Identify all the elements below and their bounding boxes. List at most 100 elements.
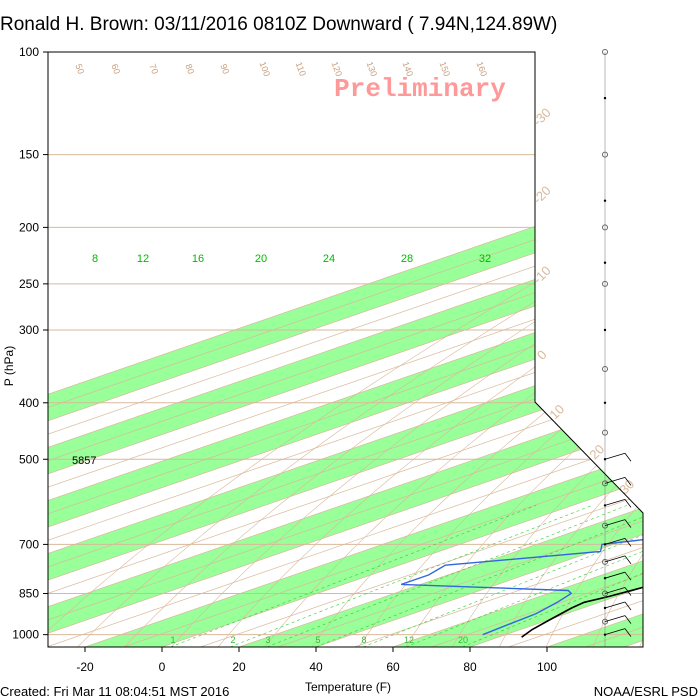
x-tick-label: 100 — [537, 660, 557, 674]
isotherm-line — [48, 52, 643, 647]
x-axis-label: Temperature (F) — [305, 680, 392, 694]
dewpoint-trace — [400, 52, 643, 636]
x-tick-label: 60 — [386, 660, 400, 674]
mixing-ratio-line — [229, 505, 593, 647]
mixing-label: 32 — [479, 253, 491, 265]
isotherm-line — [238, 52, 643, 647]
mixing-ratio-line — [405, 505, 643, 647]
lower-mixing-label: 2 — [230, 635, 235, 645]
temperature-band — [85, 52, 643, 647]
wind-point — [603, 199, 607, 202]
calm-wind-marker — [602, 429, 608, 436]
wind-barb-flag — [624, 601, 632, 611]
isotherm-line — [354, 52, 643, 647]
y-tick-label: 200 — [19, 220, 39, 234]
dry-adiabat-line — [639, 52, 643, 647]
mixing-ratio-line — [315, 505, 643, 647]
wind-barb-flag — [624, 628, 632, 637]
isotherm-line — [277, 52, 643, 647]
calm-wind-marker — [602, 618, 608, 625]
isotherm-label: 100 — [258, 60, 273, 78]
isotherm-label: 60 — [109, 63, 122, 76]
temperature-band — [48, 52, 643, 647]
mixing-ratio-line — [462, 505, 643, 647]
wind-barb — [604, 587, 626, 594]
isotherm-line — [48, 52, 643, 647]
isotherm-line — [123, 52, 643, 647]
y-axis-label: P (hPa) — [2, 346, 16, 386]
dry-adiabat-line — [545, 52, 643, 647]
mixing-label: 8 — [92, 253, 98, 265]
isotherm-line — [48, 52, 643, 647]
y-tick-label: 500 — [19, 452, 39, 466]
wind-barb — [604, 571, 626, 579]
calm-wind-marker — [602, 522, 608, 529]
dry-adiabat-line — [311, 52, 643, 647]
wind-barb-flag — [624, 555, 632, 565]
chart-title: Ronald H. Brown: 03/11/2016 0810Z Downwa… — [0, 14, 558, 35]
isotherm-line — [48, 52, 643, 647]
y-tick-label: 150 — [19, 148, 39, 162]
isotherm-line — [48, 52, 643, 647]
wind-barb — [604, 615, 626, 623]
wind-point — [603, 261, 607, 264]
mixing-label: 12 — [137, 253, 149, 265]
y-tick-label: 700 — [19, 537, 39, 551]
plot-frame — [47, 51, 644, 648]
calm-wind-marker — [602, 558, 608, 565]
dry-adiabat-line — [592, 52, 643, 647]
wind-barbs — [602, 49, 632, 647]
isotherm-line — [48, 52, 643, 647]
lower-mixing-label: 8 — [361, 635, 366, 645]
y-tick-label: 250 — [19, 277, 39, 291]
wind-barb — [604, 555, 626, 563]
adiabat-label: -20 — [530, 183, 554, 207]
dry-adiabat-line — [48, 52, 643, 647]
wind-barb-flag — [624, 477, 632, 486]
isotherm-line — [161, 52, 643, 647]
isotherm-line — [48, 52, 643, 647]
wind-barb — [604, 452, 626, 460]
dry-adiabat-line — [452, 52, 643, 647]
adiabat-label: 0 — [534, 347, 550, 363]
isotherm-label: 140 — [401, 60, 416, 78]
watermark-text: Preliminary — [334, 74, 506, 104]
wind-barb — [604, 601, 626, 609]
isotherm-line — [48, 52, 643, 647]
dry-adiabat-line — [687, 52, 700, 647]
height-annotation: 5857 — [72, 455, 96, 467]
lower-mixing-label: 20 — [458, 635, 468, 645]
adiabat-label: 10 — [546, 401, 567, 422]
lower-mixing-label: 12 — [404, 635, 414, 645]
isotherm-line — [48, 52, 643, 647]
dry-adiabat-line — [498, 52, 643, 647]
mixing-ratio-lines — [170, 505, 643, 647]
x-tick-label: 80 — [463, 660, 477, 674]
dry-adiabat-line — [405, 52, 643, 647]
x-tick-label: 0 — [159, 660, 166, 674]
isotherm-line — [48, 52, 643, 647]
isotherm-label: 130 — [365, 60, 380, 78]
wind-barb — [604, 519, 626, 527]
calm-wind-marker — [602, 590, 608, 597]
wind-barb-flag — [624, 519, 632, 528]
y-tick-label: 1000 — [12, 628, 39, 642]
y-tick-label: 850 — [19, 587, 39, 601]
dry-adiabat-line — [217, 52, 643, 647]
temperature-band — [239, 52, 643, 647]
y-tick-label: 100 — [19, 45, 39, 59]
y-tick-label: 300 — [19, 323, 39, 337]
wind-barb — [604, 628, 626, 636]
wind-barb — [604, 476, 626, 484]
lower-mixing-labels: 1 2 3 5 8 12 20 — [170, 635, 468, 645]
mixing-label: 16 — [192, 253, 204, 265]
isotherm-label: 150 — [438, 60, 453, 78]
mixing-label: 28 — [401, 253, 413, 265]
isotherm-line — [48, 52, 643, 647]
wind-barb-flag — [624, 615, 632, 624]
isotherm-line — [48, 52, 643, 647]
wind-barb-flag — [624, 538, 632, 547]
isotherm-line — [48, 52, 643, 647]
credit-label: NOAA/ESRL PSD — [593, 684, 698, 699]
